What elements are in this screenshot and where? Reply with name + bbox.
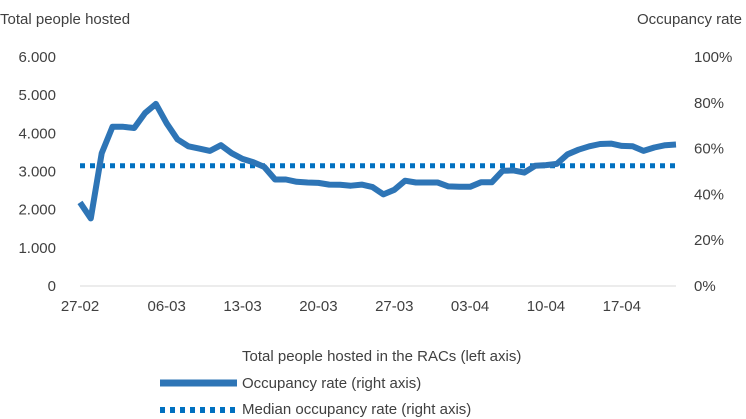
x-ticks: 27-02 06-03 13-03 20-03 27-03 03-04 10-04 17-04	[61, 298, 641, 315]
y-left-tick-label: 5.000	[18, 87, 56, 104]
legend-label-people-hosted: Total people hosted in the RACs (left ax…	[242, 348, 521, 365]
y-left-tick-label: 4.000	[18, 125, 56, 142]
plot-area	[77, 100, 677, 222]
x-tick-label: 17-04	[603, 298, 641, 315]
legend: Total people hosted in the RACs (left ax…	[160, 348, 521, 418]
y-left-tick-label: 2.000	[18, 202, 56, 219]
x-tick-label: 06-03	[148, 298, 186, 315]
y-right-tick-label: 0%	[694, 278, 716, 295]
x-tick-label: 10-04	[527, 298, 565, 315]
y-right-tick-label: 20%	[694, 232, 724, 249]
y-right-tick-label: 60%	[694, 141, 724, 158]
x-tick-label: 03-04	[451, 298, 489, 315]
x-tick-label: 13-03	[223, 298, 261, 315]
y-right-ticks: 0% 20% 40% 60% 80% 100%	[694, 49, 732, 295]
y-left-tick-label: 1.000	[18, 240, 56, 257]
y-left-axis-title: Total people hosted	[0, 11, 130, 28]
x-tick-label: 27-02	[61, 298, 99, 315]
y-right-tick-label: 40%	[694, 186, 724, 203]
y-left-tick-label: 6.000	[18, 49, 56, 66]
y-right-axis-title: Occupancy rate	[637, 11, 742, 28]
y-left-tick-label: 0	[48, 278, 56, 295]
y-right-tick-label: 100%	[694, 49, 732, 66]
y-left-tick-label: 3.000	[18, 164, 56, 181]
x-tick-label: 20-03	[299, 298, 337, 315]
y-right-tick-label: 80%	[694, 95, 724, 112]
legend-label-median-occupancy: Median occupancy rate (right axis)	[242, 401, 471, 418]
x-tick-label: 27-03	[375, 298, 413, 315]
y-left-ticks: 0 1.000 2.000 3.000 4.000 5.000 6.000	[18, 49, 56, 295]
legend-label-occupancy-rate: Occupancy rate (right axis)	[242, 375, 421, 392]
series-line-occupancy-rate	[77, 100, 677, 222]
